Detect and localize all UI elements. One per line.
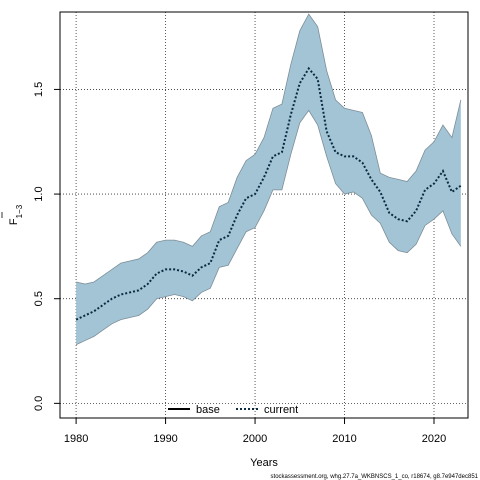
legend: base current: [168, 404, 298, 416]
x-tick-label: 2020: [422, 433, 446, 445]
confidence-band: [76, 14, 461, 345]
x-tick-label: 1980: [64, 433, 88, 445]
y-axis: 0.0 0.5 1.0 1.5: [33, 82, 60, 411]
x-axis: 1980 1990 2000 2010 2020: [64, 417, 446, 445]
y-tick-label: 1.0: [33, 186, 45, 201]
legend-label-current: current: [264, 404, 298, 416]
confidence-band-upper-edge: [76, 13, 462, 285]
confidence-band-lower-edge: [75, 109, 462, 346]
y-axis-title-subscript: 1−3: [15, 204, 24, 218]
x-tick-label: 2000: [243, 433, 267, 445]
y-tick-label: 0.5: [33, 291, 45, 306]
x-tick-label: 1990: [153, 433, 177, 445]
x-tick-label: 2010: [332, 433, 356, 445]
y-axis-title-main: F: [8, 218, 20, 225]
y-axis-title: F1−3: [8, 204, 24, 225]
legend-label-base: base: [196, 404, 220, 416]
y-tick-label: 1.5: [33, 82, 45, 97]
x-axis-title: Years: [250, 457, 278, 469]
y-tick-label: 0.0: [33, 396, 45, 411]
footnote: stockassessment.org, whg.27.7a_WKBNSCS_1…: [271, 474, 479, 480]
